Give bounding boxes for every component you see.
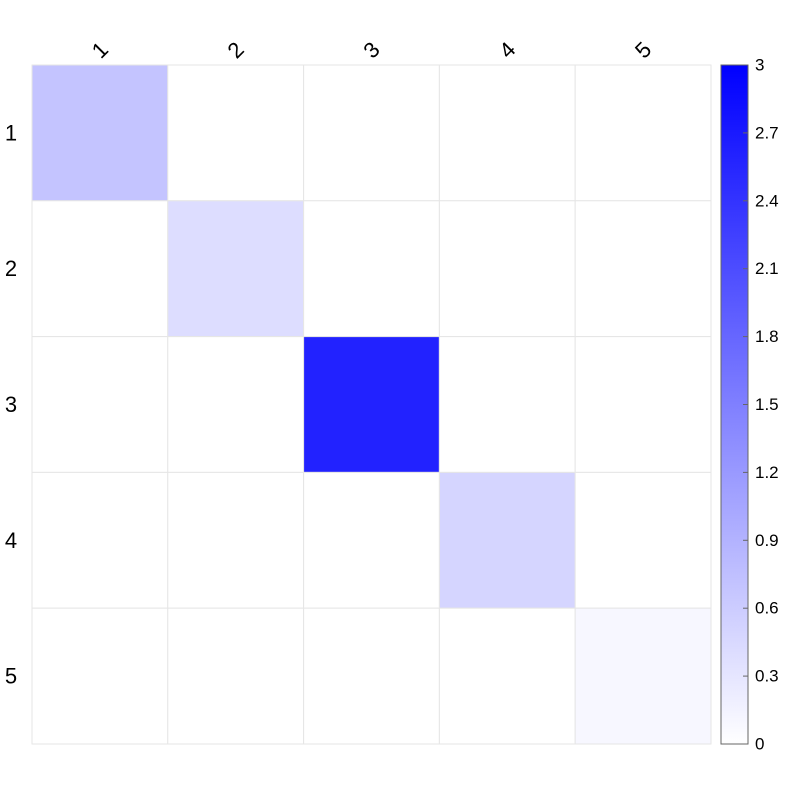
heatmap-cell-r4-c4 — [438, 471, 576, 609]
column-label-3: 3 — [358, 37, 384, 63]
heatmap-cell-r5-c3 — [303, 607, 440, 745]
heatmap-cell-r3-c5 — [574, 336, 712, 473]
heatmap-cell-r5-c5 — [574, 607, 712, 745]
colorbar-tick-label-2.1: 2.1 — [755, 259, 779, 278]
heatmap-cell-r2-c5 — [574, 200, 712, 338]
colorbar-tick-label-1.5: 1.5 — [755, 395, 779, 414]
row-label-4: 4 — [5, 528, 17, 553]
row-labels: 1 2 3 4 5 — [5, 120, 17, 688]
colorbar-tick-label-1.8: 1.8 — [755, 327, 779, 346]
colorbar-tick-label-2.4: 2.4 — [755, 191, 779, 210]
colorbar-tick-label-0.9: 0.9 — [755, 531, 779, 550]
row-label-2: 2 — [5, 256, 17, 281]
heatmap-cell-r2-c2 — [167, 200, 305, 338]
heatmap-cell-r1-c4 — [438, 64, 576, 202]
colorbar-tick-label-0: 0 — [755, 735, 764, 754]
column-label-5: 5 — [630, 37, 656, 63]
heatmap-cell-r2-c1 — [31, 200, 169, 338]
heatmap-cell-r4-c2 — [167, 471, 305, 609]
column-label-1: 1 — [87, 37, 113, 63]
heatmap-cell-r1-c2 — [167, 64, 305, 202]
row-label-3: 3 — [5, 392, 17, 417]
heatmap-cell-r4-c5 — [574, 471, 712, 609]
heatmap-cell-r2-c4 — [438, 200, 576, 338]
heatmap-cell-r4-c1 — [31, 471, 169, 609]
heatmap-cell-r1-c5 — [574, 64, 712, 202]
column-label-4: 4 — [494, 37, 520, 63]
heatmap-cell-r4-c3 — [303, 471, 440, 609]
heatmap-cell-r3-c1 — [31, 336, 169, 473]
heatmap-cell-r5-c1 — [31, 607, 169, 745]
heatmap-cell-r3-c4 — [438, 336, 576, 473]
heatmap-cell-r2-c3 — [303, 200, 440, 338]
row-label-1: 1 — [5, 120, 17, 145]
heatmap-cell-r1-c1 — [31, 64, 169, 202]
heatmap-cell-r1-c3 — [303, 64, 440, 202]
colorbar-tick-label-2.7: 2.7 — [755, 123, 779, 142]
heatmap-cell-r3-c2 — [167, 336, 305, 473]
colorbar-tick-label-1.2: 1.2 — [755, 463, 779, 482]
colorbar-tick-label-0.3: 0.3 — [755, 667, 779, 686]
heatmap-cell-r3-c3 — [303, 336, 440, 473]
column-label-2: 2 — [223, 37, 249, 63]
colorbar-tick-label-3: 3 — [755, 56, 764, 75]
column-labels: 1 2 3 4 5 — [87, 37, 657, 63]
row-label-5: 5 — [5, 664, 17, 689]
colorbar-tick-label-0.6: 0.6 — [755, 599, 779, 618]
colorbar-ticks: 0 0.3 0.6 0.9 1.2 1.5 1.8 2.1 2.4 2.7 3 — [743, 56, 779, 754]
heatmap-cells — [31, 64, 712, 745]
heatmap-cell-r5-c4 — [438, 607, 576, 745]
heatmap-cell-r5-c2 — [167, 607, 305, 745]
colorbar: 0 0.3 0.6 0.9 1.2 1.5 1.8 2.1 2.4 2.7 3 — [720, 56, 779, 754]
